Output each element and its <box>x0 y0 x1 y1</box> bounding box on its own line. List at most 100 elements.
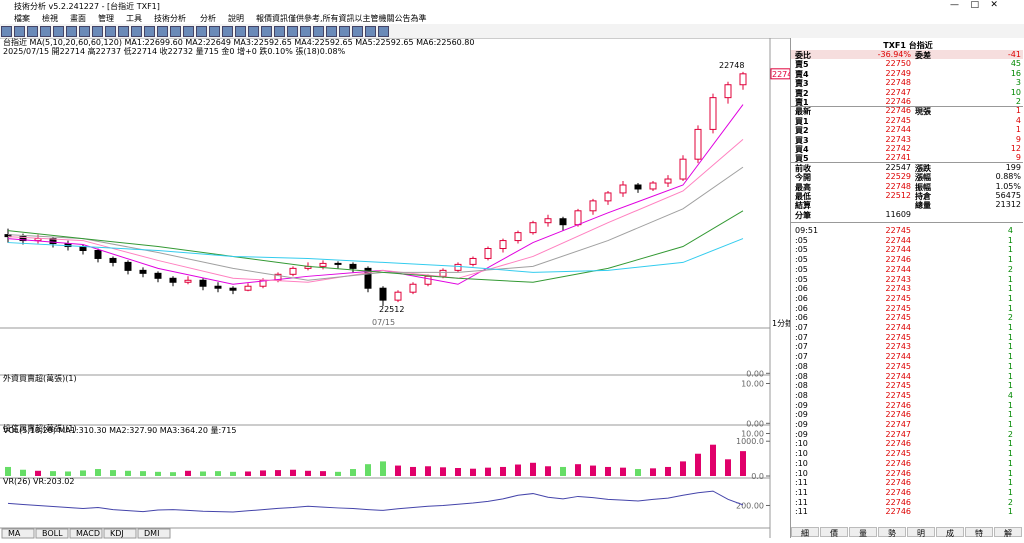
tick-time: :10 <box>795 458 808 468</box>
candle-body <box>679 158 687 180</box>
tool-button[interactable] <box>261 26 272 37</box>
quote-value2: 12 <box>1010 144 1021 153</box>
tool-button[interactable] <box>183 26 194 37</box>
menu-item[interactable]: 工具 <box>126 14 142 23</box>
quote-label: 賣4 <box>795 69 809 79</box>
tool-button[interactable] <box>300 26 311 37</box>
volume-bar <box>5 466 11 476</box>
panel-button[interactable]: 量 <box>849 527 877 538</box>
tick-volume: 1 <box>1007 303 1013 313</box>
menu-item[interactable]: 畫面 <box>70 14 86 23</box>
panel-button[interactable]: 細 <box>791 527 819 538</box>
tool-button[interactable] <box>326 26 337 37</box>
tool-button[interactable] <box>339 26 350 37</box>
tab[interactable] <box>137 528 171 539</box>
tool-button[interactable] <box>79 26 90 37</box>
menu-item[interactable]: 檔案 <box>14 14 30 23</box>
tick-time: :10 <box>795 439 808 449</box>
volume-bar <box>665 466 671 476</box>
tool-button[interactable] <box>14 26 25 37</box>
menu-item[interactable]: 管理 <box>98 14 114 23</box>
quote-label: 買5 <box>795 154 809 164</box>
tool-button[interactable] <box>313 26 324 37</box>
tab[interactable] <box>69 528 103 539</box>
tab[interactable] <box>103 528 137 539</box>
volume-bar <box>380 461 386 476</box>
tool-button[interactable] <box>235 26 246 37</box>
tool-button[interactable] <box>40 26 51 37</box>
menu-item[interactable]: 說明 <box>228 14 244 23</box>
tab[interactable] <box>1 528 35 539</box>
volume-bar <box>155 471 161 476</box>
tool-button[interactable] <box>365 26 376 37</box>
quote-value2: 1 <box>1015 125 1021 135</box>
tool-button[interactable] <box>196 26 207 37</box>
quote-value2: -41 <box>1007 50 1021 59</box>
tick-time: :08 <box>795 361 808 371</box>
candle-body <box>379 287 387 301</box>
panel-button[interactable]: 價 <box>820 527 848 538</box>
volume-bar <box>560 466 566 476</box>
quote-value: 22547 <box>885 162 911 172</box>
tab[interactable] <box>35 528 69 539</box>
candle-body <box>574 210 582 226</box>
panel-button[interactable]: 勢 <box>878 527 906 538</box>
tick-price: 22745 <box>885 361 911 371</box>
candle-body <box>109 257 117 263</box>
tab-label: MACD <box>76 529 100 538</box>
tick-time: :06 <box>795 313 808 323</box>
tool-button[interactable] <box>53 26 64 37</box>
tick-time: :09 <box>795 420 808 429</box>
high-label: 22748 <box>719 61 744 70</box>
row-bg <box>791 50 1023 59</box>
tool-button[interactable] <box>170 26 181 37</box>
tool-button[interactable] <box>27 26 38 37</box>
tick-price: 22746 <box>885 478 911 488</box>
quote-value: 22742 <box>885 144 911 153</box>
tick-volume: 1 <box>1007 245 1013 255</box>
volume-bar <box>680 461 686 476</box>
tool-button[interactable] <box>1 26 12 37</box>
quote-label: 今開 <box>795 173 811 183</box>
candle-body <box>94 250 102 259</box>
quote-label: 賣5 <box>795 60 809 70</box>
panel-button[interactable]: 特 <box>965 527 993 538</box>
panel-button[interactable]: 成 <box>936 527 964 538</box>
chart-area: 台指近 MA(5,10,20,60,60,120) MA1:22699.60 M… <box>0 38 790 539</box>
menu-item[interactable]: 分析 <box>200 14 216 23</box>
tool-button[interactable] <box>157 26 168 37</box>
tool-button[interactable] <box>131 26 142 37</box>
tick-volume: 1 <box>1007 371 1013 381</box>
quote-label: 最新 <box>795 107 811 117</box>
tool-button[interactable] <box>222 26 233 37</box>
candle-body <box>214 285 222 289</box>
volume-bar <box>440 467 446 476</box>
tool-button[interactable] <box>287 26 298 37</box>
candle-body <box>154 272 162 279</box>
volume-bar <box>455 468 461 476</box>
volume-bar <box>125 470 131 476</box>
tool-button[interactable] <box>92 26 103 37</box>
tool-button[interactable] <box>248 26 259 37</box>
tick-time: :07 <box>795 352 808 362</box>
candle-body <box>394 291 402 301</box>
tool-button[interactable] <box>105 26 116 37</box>
tool-button[interactable] <box>144 26 155 37</box>
panel-button[interactable]: 解 <box>994 527 1022 538</box>
tick-price: 22746 <box>885 468 911 478</box>
tool-button[interactable] <box>378 26 389 37</box>
volume-bar <box>350 469 356 476</box>
menu-item[interactable]: 檢視 <box>42 14 58 23</box>
tool-button[interactable] <box>118 26 129 37</box>
volume-bar <box>80 470 86 476</box>
candle-body <box>514 232 522 242</box>
tool-button[interactable] <box>66 26 77 37</box>
window-controls[interactable]: — □ ✕ <box>950 0 998 10</box>
panel-button[interactable]: 明 <box>907 527 935 538</box>
quote-value2: 9 <box>1015 153 1021 163</box>
tool-button[interactable] <box>209 26 220 37</box>
menu-item[interactable]: 技術分析 <box>154 14 186 23</box>
tool-button[interactable] <box>274 26 285 37</box>
candle-body <box>229 287 237 291</box>
tool-button[interactable] <box>352 26 363 37</box>
